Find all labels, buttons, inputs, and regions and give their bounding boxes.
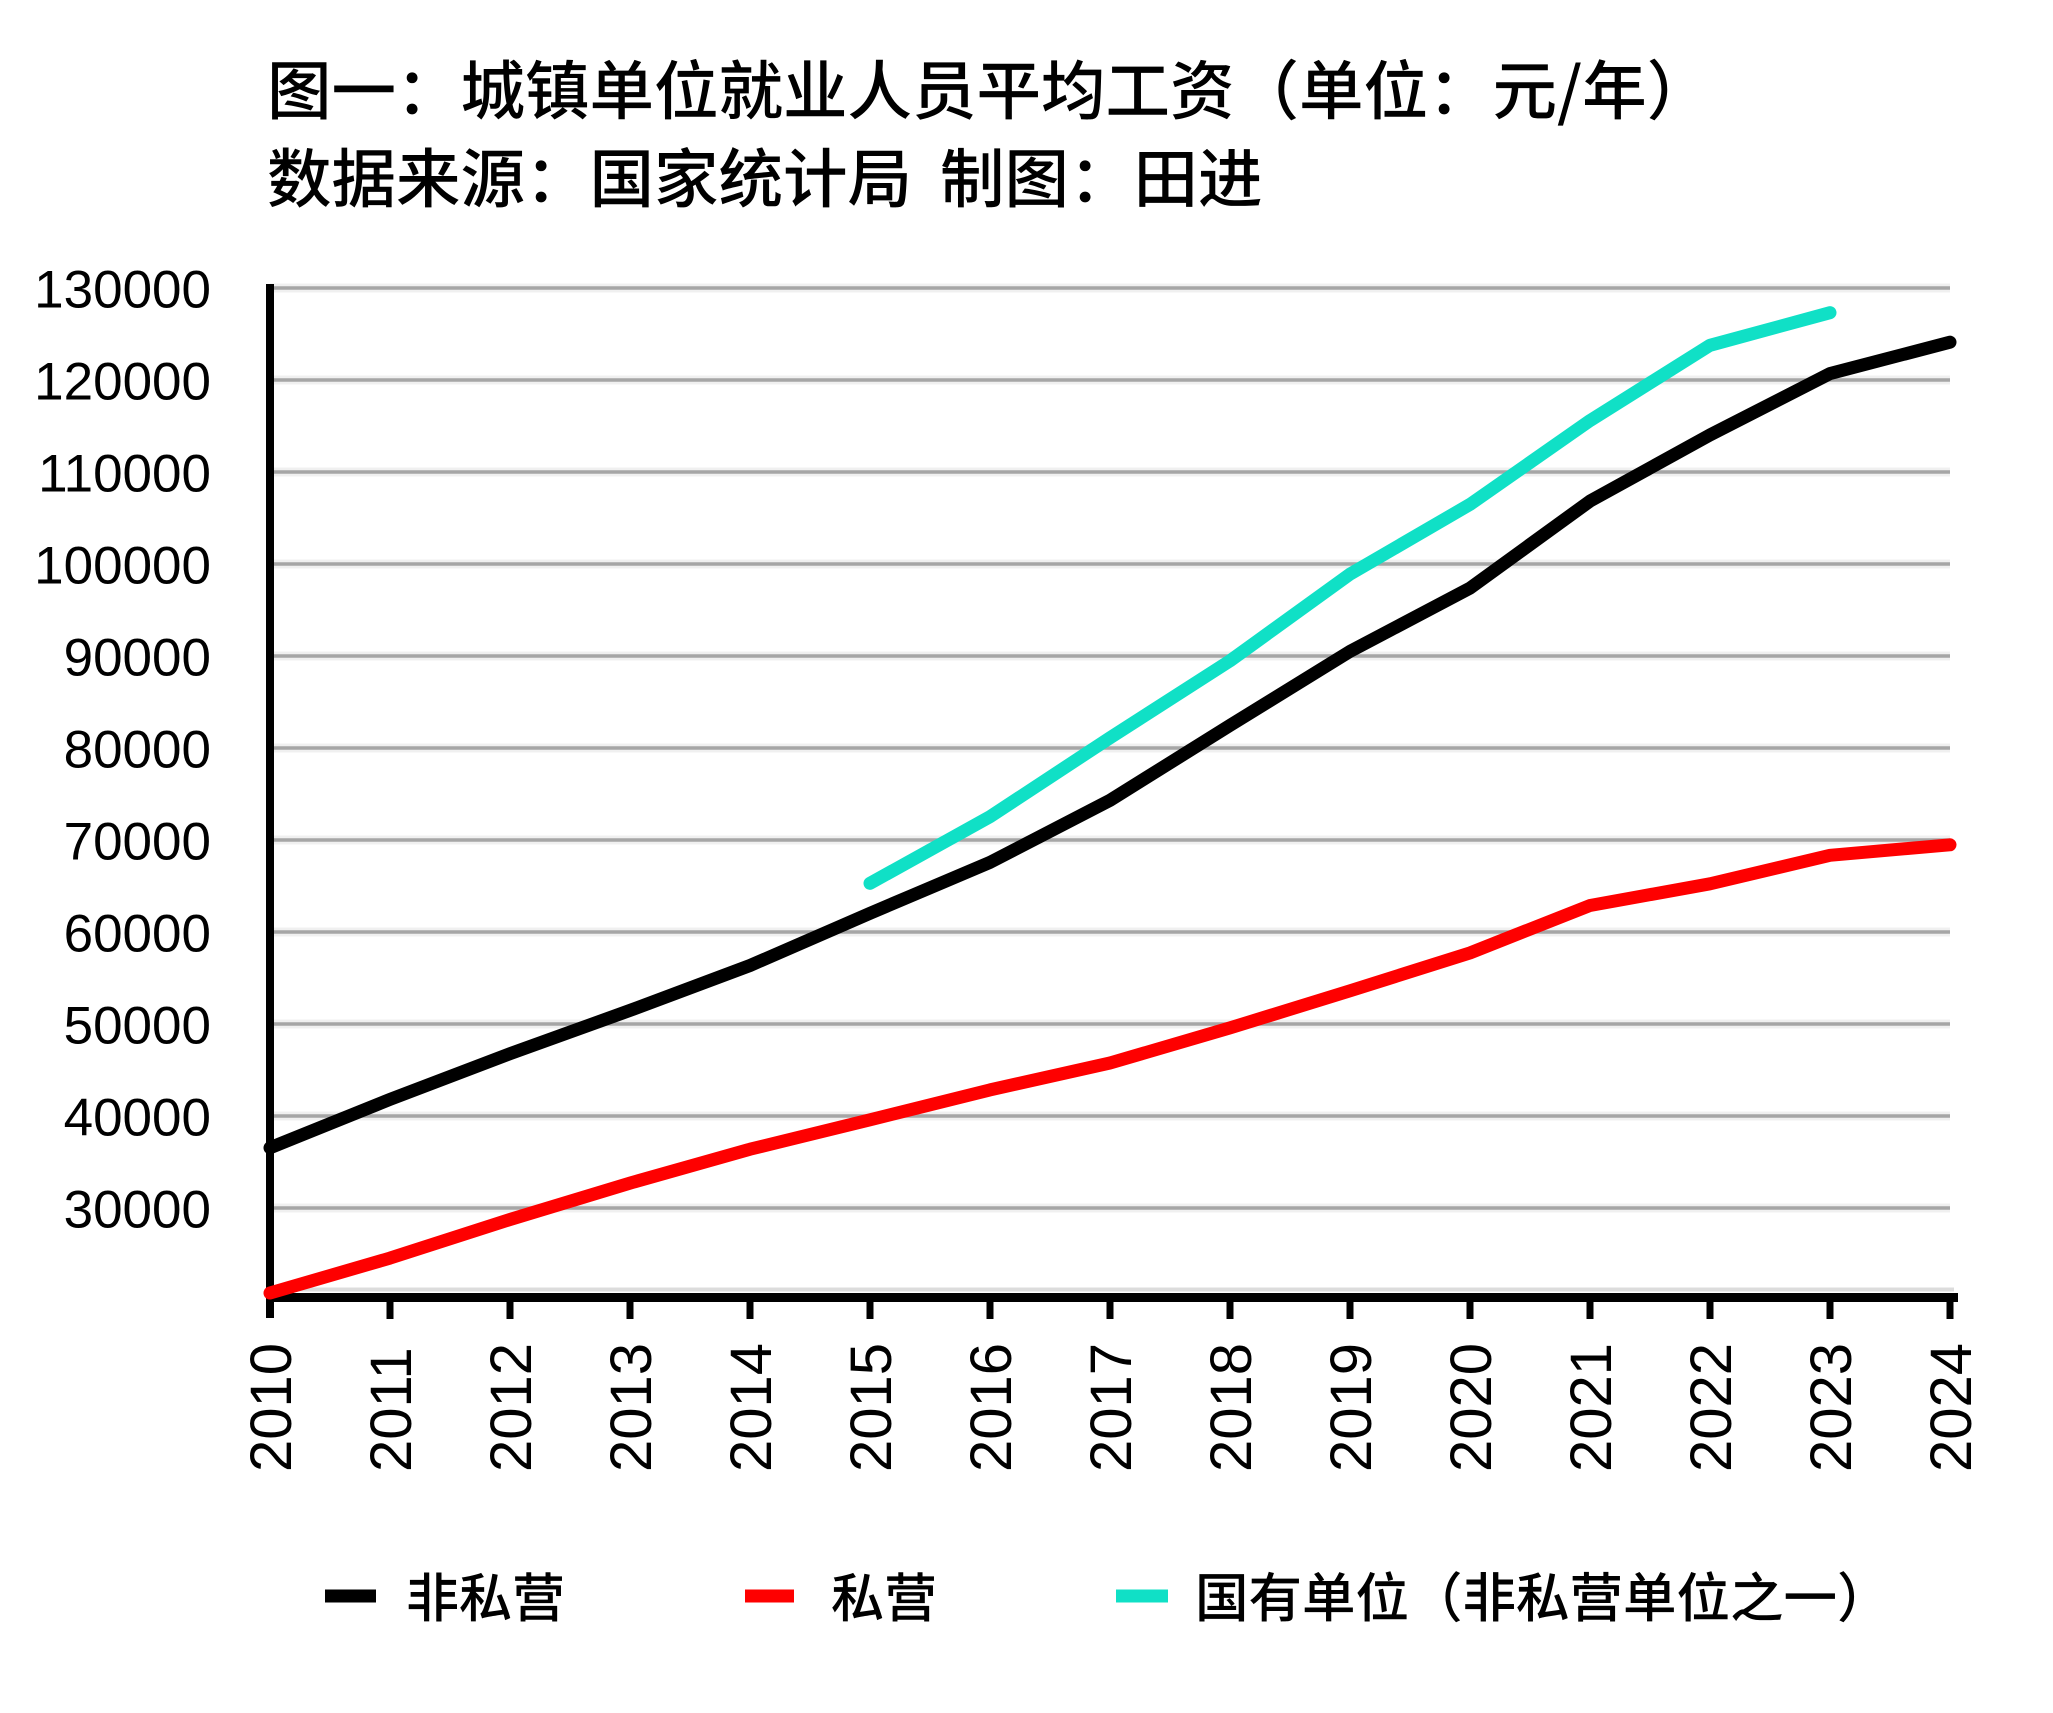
svg-text:2011: 2011 (359, 1347, 424, 1472)
svg-text:2015: 2015 (839, 1343, 904, 1472)
svg-text:2017: 2017 (1079, 1343, 1144, 1472)
svg-text:2013: 2013 (599, 1343, 664, 1472)
svg-text:90000: 90000 (64, 629, 211, 688)
svg-text:80000: 80000 (64, 721, 211, 780)
svg-text:2022: 2022 (1679, 1343, 1744, 1472)
svg-text:120000: 120000 (34, 353, 211, 412)
svg-text:2021: 2021 (1559, 1343, 1624, 1472)
svg-text:2016: 2016 (959, 1343, 1024, 1472)
svg-text:2023: 2023 (1799, 1343, 1864, 1472)
svg-text:2018: 2018 (1199, 1343, 1264, 1472)
svg-text:30000: 30000 (64, 1181, 211, 1240)
svg-text:110000: 110000 (38, 445, 211, 504)
svg-text:2019: 2019 (1319, 1343, 1384, 1472)
svg-text:2012: 2012 (479, 1343, 544, 1472)
svg-text:2014: 2014 (719, 1343, 784, 1472)
svg-text:2024: 2024 (1919, 1343, 1984, 1472)
svg-text:50000: 50000 (64, 997, 211, 1056)
svg-text:70000: 70000 (64, 813, 211, 872)
svg-text:2020: 2020 (1439, 1343, 1504, 1472)
svg-text:60000: 60000 (64, 905, 211, 964)
svg-text:40000: 40000 (64, 1089, 211, 1148)
svg-text:100000: 100000 (34, 537, 211, 596)
svg-text:130000: 130000 (34, 261, 211, 320)
svg-text:2010: 2010 (239, 1343, 304, 1472)
